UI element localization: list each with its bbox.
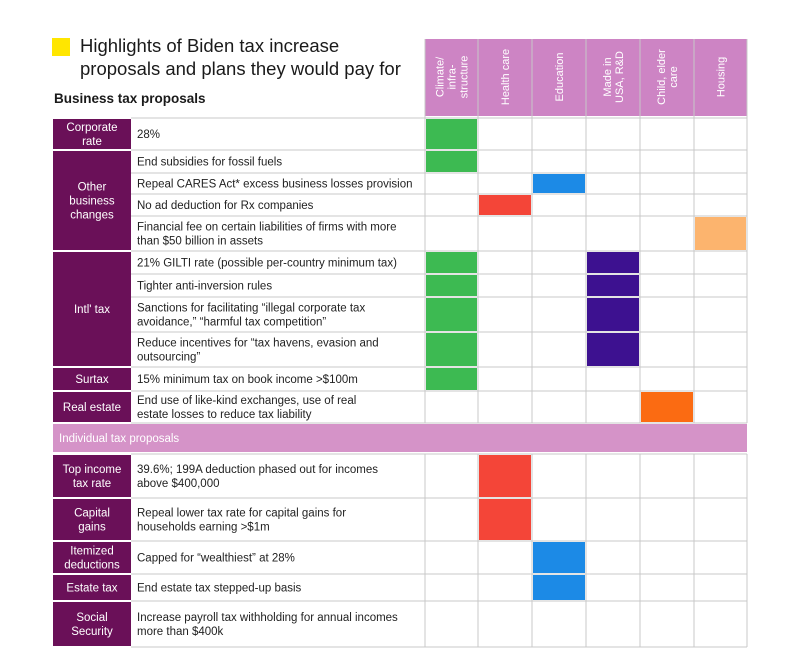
individual-proposal-text: Repeal lower tax rate for capital gains … [137,508,346,534]
business-category-cell [53,392,131,422]
individual-category-cell [53,575,131,600]
column-header-label: Health care [500,49,512,105]
funding-marker [426,275,477,296]
column-header-cell [586,39,640,116]
individual-proposal-text: Increase payroll tax withholding for ann… [137,612,398,638]
funding-marker [587,252,639,273]
business-proposal-text: Reduce incentives for “tax havens, evasi… [137,338,379,364]
column-header-label: Housing [716,57,728,97]
column-header-cell [694,39,747,116]
funding-marker [533,542,585,573]
business-category-cell [53,119,131,149]
funding-marker [426,333,477,366]
business-proposal-text: 21% GILTI rate (possible per-country min… [137,258,397,270]
column-header-cell [478,39,532,116]
business-proposal-text: Financial fee on certain liabilities of … [137,222,397,248]
individual-proposal-text: 39.6%; 199A deduction phased out for inc… [137,464,378,490]
funding-marker [426,368,477,390]
funding-marker [695,217,746,250]
column-header-label: Child, eldercare [656,49,680,105]
business-category-cell [53,151,131,250]
individual-category-label: Capital gains [74,508,110,534]
funding-marker [587,275,639,296]
individual-category-label: Estate tax [66,583,117,595]
individual-proposal-text: Capped for “wealthiest” at 28% [137,553,295,565]
funding-marker [479,195,531,215]
column-header-label: Made inUSA, R&D [602,51,626,103]
individual-section-label: Individual tax proposals [59,433,179,445]
individual-category-cell [53,542,131,573]
business-proposal-text: No ad deduction for Rx companies [137,200,314,212]
funding-marker [587,298,639,331]
individual-category-label: Top income tax rate [63,464,122,490]
funding-marker [533,575,585,600]
funding-marker [426,298,477,331]
business-category-label: Intl' tax [74,304,110,316]
business-proposal-text: Tighter anti-inversion rules [137,281,272,293]
business-proposal-text: End subsidies for fossil fuels [137,157,282,169]
individual-category-label: Social Security [71,612,113,638]
funding-marker [426,119,477,149]
title-marker [52,38,70,56]
funding-marker [587,333,639,366]
business-proposal-text: End use of like-kind exchanges, use of r… [137,395,356,421]
column-header-label: Climate/infra-structure [435,56,471,99]
funding-marker [641,392,693,422]
business-proposal-text: 15% minimum tax on book income >$100m [137,374,358,386]
business-category-cell [53,368,131,390]
business-category-cell [53,252,131,366]
column-header-cell [425,39,478,116]
funding-marker [426,252,477,273]
business-section-label: Business tax proposals [54,91,206,106]
individual-category-cell [53,455,131,497]
business-category-label: Real estate [63,402,121,414]
funding-marker [479,499,531,540]
funding-marker [479,455,531,497]
individual-category-cell [53,602,131,646]
funding-marker [426,151,477,172]
column-header-cell [640,39,694,116]
business-category-label: Other business changes [69,182,115,222]
column-header-cell [532,39,586,116]
business-category-label: Surtax [75,374,108,386]
individual-category-label: Itemized deductions [64,546,120,572]
funding-marker [533,174,585,193]
column-header-label: Education [554,53,566,102]
individual-category-cell [53,499,131,540]
business-category-label: Corporate rate [66,122,117,148]
business-proposal-text: Sanctions for facilitating “illegal corp… [137,303,365,329]
business-proposal-text: 28% [137,129,160,141]
individual-section-band [53,424,747,452]
individual-proposal-text: End estate tax stepped-up basis [137,583,302,595]
business-proposal-text: Repeal CARES Act* excess business losses… [137,179,413,191]
chart-title: Highlights of Biden tax increase proposa… [80,35,401,79]
